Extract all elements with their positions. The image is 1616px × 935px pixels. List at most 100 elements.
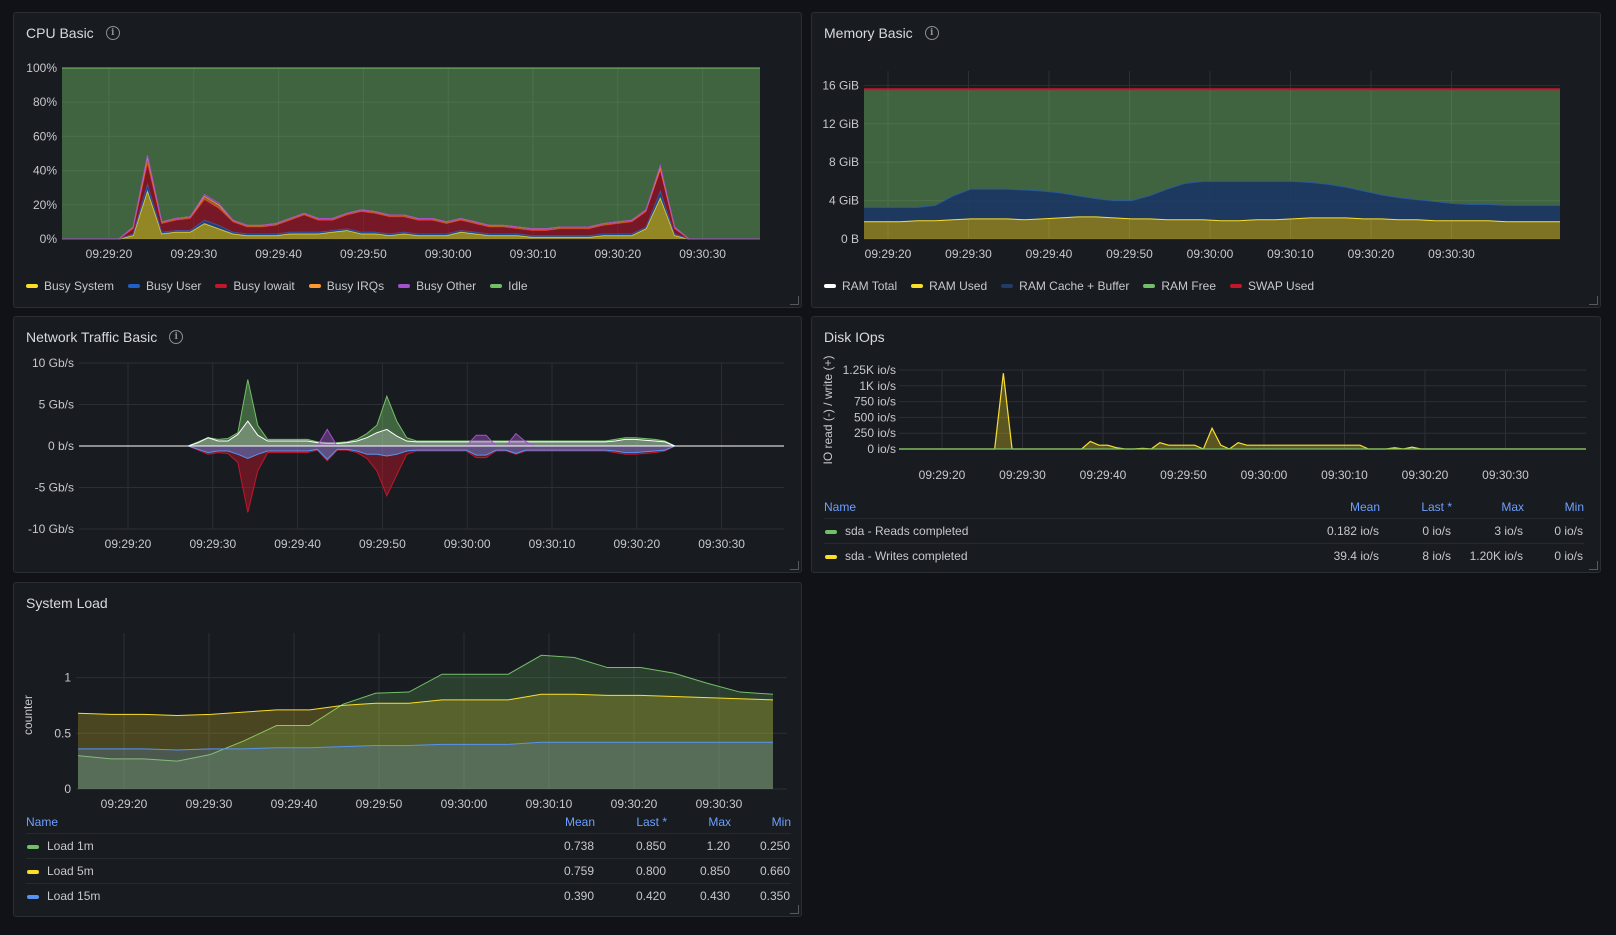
column-header-last[interactable]: Last * bbox=[636, 815, 667, 829]
info-icon[interactable]: i bbox=[169, 330, 184, 344]
legend-item[interactable]: Busy Iowait bbox=[215, 279, 295, 293]
column-header-name[interactable]: Name bbox=[824, 500, 857, 514]
column-header-max[interactable]: Max bbox=[1501, 500, 1524, 514]
x-tick-label: 09:30:30 bbox=[696, 797, 743, 811]
y-tick-label: 0 B bbox=[841, 232, 859, 246]
x-tick-label: 09:30:10 bbox=[529, 537, 576, 551]
series-min: 0.350 bbox=[731, 883, 791, 908]
legend-item[interactable]: SWAP Used bbox=[1230, 279, 1314, 293]
resize-handle[interactable] bbox=[790, 905, 799, 914]
table-row[interactable]: sda - Reads completed 0.182 io/s 0 io/s 3 i… bbox=[824, 518, 1584, 544]
load-chart[interactable]: 0 0.5 1 09:29:20 09:29:30 09:29:40 09:29:50 09:… bbox=[14, 583, 803, 918]
network-panel-title[interactable]: Network Traffic Basic i bbox=[26, 329, 184, 345]
cpu-panel-title[interactable]: CPU Basic i bbox=[26, 25, 120, 41]
legend-swatch bbox=[215, 284, 228, 288]
legend-label: RAM Used bbox=[929, 279, 988, 293]
series-name: sda - Reads completed bbox=[824, 518, 1305, 544]
y-tick-label: 12 GiB bbox=[822, 117, 859, 131]
series-recv2-area bbox=[79, 421, 784, 446]
disk-panel-title-text: Disk IOps bbox=[824, 329, 885, 345]
cpu-chart[interactable]: 0% 20% 40% 60% 80% 100% 09:29:20 09:29:30 09:29:… bbox=[14, 13, 803, 309]
x-tick-label: 09:30:20 bbox=[1402, 468, 1449, 482]
column-header-mean[interactable]: Mean bbox=[1349, 500, 1380, 514]
load-panel-title-text: System Load bbox=[26, 595, 108, 611]
series-last: 0.800 bbox=[595, 858, 667, 884]
column-header-name[interactable]: Name bbox=[26, 815, 59, 829]
series-last: 0.850 bbox=[595, 833, 667, 859]
y-tick-label: 4 GiB bbox=[829, 194, 859, 208]
table-row[interactable]: Load 15m 0.390 0.420 0.430 0.350 bbox=[26, 883, 791, 908]
network-panel-title-text: Network Traffic Basic bbox=[26, 329, 158, 345]
x-tick-label: 09:30:20 bbox=[611, 797, 658, 811]
legend-label: RAM Total bbox=[842, 279, 898, 293]
series-last: 0 io/s bbox=[1380, 518, 1452, 544]
table-row[interactable]: Load 1m 0.738 0.850 1.20 0.250 bbox=[26, 833, 791, 859]
legend-item[interactable]: RAM Free bbox=[1143, 279, 1216, 293]
column-header-min[interactable]: Min bbox=[1564, 500, 1584, 514]
x-tick-label: 09:30:20 bbox=[1348, 247, 1395, 261]
y-tick-label: 0.5 bbox=[54, 726, 71, 740]
x-tick-label: 09:29:20 bbox=[101, 797, 148, 811]
resize-handle[interactable] bbox=[1589, 561, 1598, 570]
disk-panel-title[interactable]: Disk IOps bbox=[824, 329, 885, 345]
network-chart[interactable]: -10 Gb/s -5 Gb/s 0 b/s 5 Gb/s 10 Gb/s 09:29:2… bbox=[14, 317, 803, 574]
legend-swatch bbox=[27, 869, 39, 874]
y-tick-label: 0 io/s bbox=[867, 442, 896, 456]
column-header-min[interactable]: Min bbox=[771, 815, 791, 829]
column-header-last[interactable]: Last * bbox=[1421, 500, 1452, 514]
x-tick-label: 09:30:20 bbox=[594, 247, 641, 261]
resize-handle[interactable] bbox=[1589, 296, 1598, 305]
series-busy-other-line bbox=[62, 155, 760, 240]
legend-item[interactable]: Busy User bbox=[128, 279, 201, 293]
table-row[interactable]: Load 5m 0.759 0.800 0.850 0.660 bbox=[26, 858, 791, 884]
series-ram-free-area bbox=[864, 89, 1560, 208]
legend-label: Busy Iowait bbox=[233, 279, 295, 293]
x-tick-label: 09:29:30 bbox=[945, 247, 992, 261]
legend-item[interactable]: RAM Used bbox=[911, 279, 987, 293]
x-tick-label: 09:30:20 bbox=[613, 537, 660, 551]
series-load-1m-line bbox=[77, 654, 774, 762]
memory-panel-title[interactable]: Memory Basic i bbox=[824, 25, 939, 41]
legend-item[interactable]: Idle bbox=[490, 279, 528, 293]
x-tick-label: 09:30:00 bbox=[441, 797, 488, 811]
column-header-max[interactable]: Max bbox=[708, 815, 731, 829]
legend-item[interactable]: RAM Cache + Buffer bbox=[1001, 279, 1129, 293]
y-tick-label: 500 io/s bbox=[854, 410, 896, 424]
resize-handle[interactable] bbox=[790, 561, 799, 570]
legend-item[interactable]: Busy IRQs bbox=[308, 279, 384, 293]
legend-item[interactable]: Busy System bbox=[26, 279, 114, 293]
legend-swatch bbox=[308, 284, 321, 288]
table-row[interactable]: sda - Writes completed 39.4 io/s 8 io/s 1.2… bbox=[824, 543, 1584, 568]
series-max: 0.430 bbox=[667, 883, 731, 908]
series-recv-area bbox=[79, 379, 784, 446]
series-name: Load 15m bbox=[26, 883, 533, 908]
series-mean: 0.390 bbox=[533, 883, 595, 908]
series-mean: 39.4 io/s bbox=[1305, 543, 1380, 568]
legend-label: Busy User bbox=[146, 279, 202, 293]
legend-label: Busy System bbox=[44, 279, 115, 293]
legend-item[interactable]: RAM Total bbox=[824, 279, 897, 293]
info-icon[interactable]: i bbox=[105, 26, 120, 40]
y-tick-label: 1.25K io/s bbox=[843, 363, 896, 377]
legend-label: Busy Other bbox=[416, 279, 477, 293]
series-name: sda - Writes completed bbox=[824, 543, 1305, 568]
legend-item[interactable]: Busy Other bbox=[398, 279, 476, 293]
legend-swatch bbox=[398, 284, 411, 288]
series-name: Load 5m bbox=[26, 858, 533, 884]
series-ram-cache-buffer-line bbox=[864, 180, 1560, 208]
x-tick-label: 09:29:40 bbox=[1080, 468, 1127, 482]
x-tick-label: 09:30:00 bbox=[1241, 468, 1288, 482]
series-last: 8 io/s bbox=[1380, 543, 1452, 568]
legend-swatch bbox=[911, 284, 924, 288]
info-icon[interactable]: i bbox=[924, 26, 939, 40]
series-recv-line bbox=[79, 379, 784, 447]
series-max: 1.20 bbox=[667, 833, 731, 859]
disk-iops-panel: Disk IOps 0 io/s 250 io/s 500 io/s 750 io/s… bbox=[811, 316, 1601, 573]
memory-chart[interactable]: 0 B 4 GiB 8 GiB 12 GiB 16 GiB 09:29:20 09:29:3… bbox=[812, 13, 1602, 309]
load-panel-title[interactable]: System Load bbox=[26, 595, 108, 611]
y-tick-label: 20% bbox=[33, 198, 57, 212]
resize-handle[interactable] bbox=[790, 296, 799, 305]
column-header-mean[interactable]: Mean bbox=[564, 815, 595, 829]
series-send2-line bbox=[79, 445, 784, 460]
